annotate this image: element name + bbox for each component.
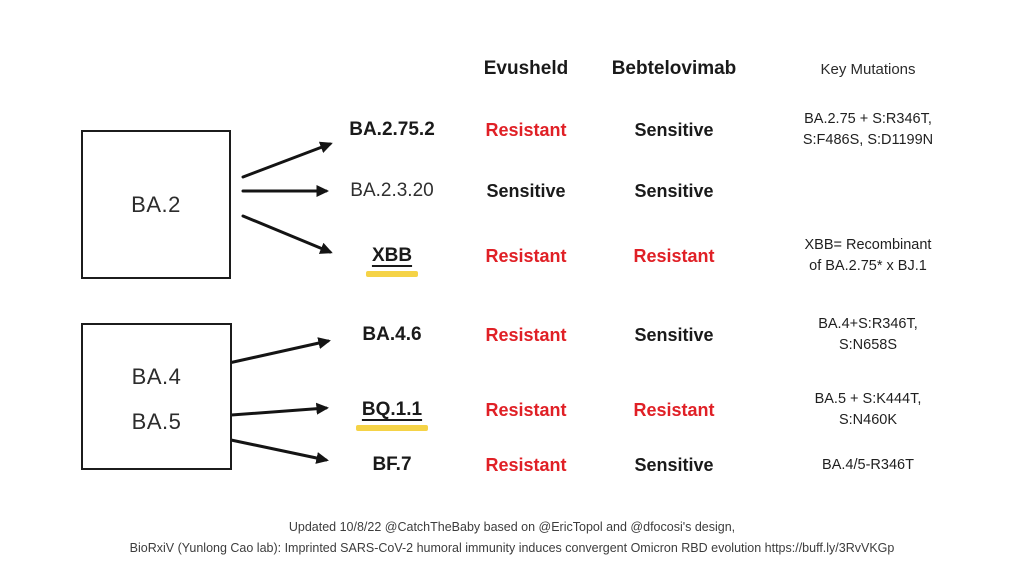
bebtelovimab-status: Sensitive bbox=[634, 324, 714, 345]
ba4-ba5-lineage-box: BA.4 BA.5 bbox=[81, 323, 232, 470]
ba2-label: BA.2 bbox=[131, 191, 181, 217]
variant-label: XBB bbox=[365, 245, 419, 277]
key-mutations-text: XBB= Recombinant of BA.2.75* x BJ.1 bbox=[804, 237, 932, 274]
table-row: BQ.1.1 Resistant Resistant BA.5 + S:K444… bbox=[0, 388, 1024, 432]
bebtelovimab-status: Sensitive bbox=[634, 119, 714, 140]
table-row: BA.4.6 Resistant Sensitive BA.4+S:R346T,… bbox=[0, 313, 1024, 357]
ba2-lineage-box: BA.2 bbox=[81, 130, 231, 279]
bebtelovimab-status: Resistant bbox=[633, 399, 715, 420]
variant-label: BQ.1.1 bbox=[355, 399, 429, 431]
table-row: BA.2.3.20 Sensitive Sensitive bbox=[0, 169, 1024, 213]
footer-line-2: BioRxiV (Yunlong Cao lab): Imprinted SAR… bbox=[129, 541, 895, 555]
key-mutations-text: BA.2.75 + S:R346T, S:F486S, S:D1199N bbox=[802, 111, 934, 148]
ba5-label: BA.5 bbox=[131, 409, 182, 434]
footer-credits: Updated 10/8/22 @CatchTheBaby based on @… bbox=[0, 517, 1024, 559]
bebtelovimab-status: Sensitive bbox=[634, 454, 714, 475]
bebtelovimab-status: Sensitive bbox=[634, 180, 714, 201]
column-header-bebtelovimab: Bebtelovimab bbox=[611, 58, 737, 79]
evusheld-status: Resistant bbox=[485, 454, 567, 475]
evusheld-status: Resistant bbox=[485, 245, 567, 266]
key-mutations-text bbox=[773, 169, 963, 213]
evusheld-status: Resistant bbox=[485, 324, 567, 345]
evusheld-status: Sensitive bbox=[486, 180, 566, 201]
evusheld-status: Resistant bbox=[485, 119, 567, 140]
key-mutations-text: BA.5 + S:K444T, S:N460K bbox=[814, 391, 922, 428]
key-mutations-text: BA.4+S:R346T, S:N658S bbox=[818, 316, 918, 353]
variant-label: BA.2.75.2 bbox=[349, 119, 435, 140]
column-header-evusheld: Evusheld bbox=[483, 58, 569, 79]
table-row: XBB Resistant Resistant XBB= Recombinant… bbox=[0, 234, 1024, 278]
bebtelovimab-status: Resistant bbox=[633, 245, 715, 266]
variant-label: BF.7 bbox=[372, 454, 412, 475]
table-row: BF.7 Resistant Sensitive BA.4/5-R346T bbox=[0, 443, 1024, 487]
table-row: BA.2.75.2 Resistant Sensitive BA.2.75 + … bbox=[0, 108, 1024, 152]
ba4-label: BA.4 bbox=[131, 364, 182, 389]
key-mutations-text: BA.4/5-R346T bbox=[822, 456, 914, 473]
footer-line-1: Updated 10/8/22 @CatchTheBaby based on @… bbox=[288, 520, 736, 534]
variant-label: BA.4.6 bbox=[362, 324, 422, 345]
evusheld-status: Resistant bbox=[485, 399, 567, 420]
variant-label: BA.2.3.20 bbox=[350, 180, 434, 201]
column-header-key-mutations: Key Mutations bbox=[820, 61, 916, 78]
